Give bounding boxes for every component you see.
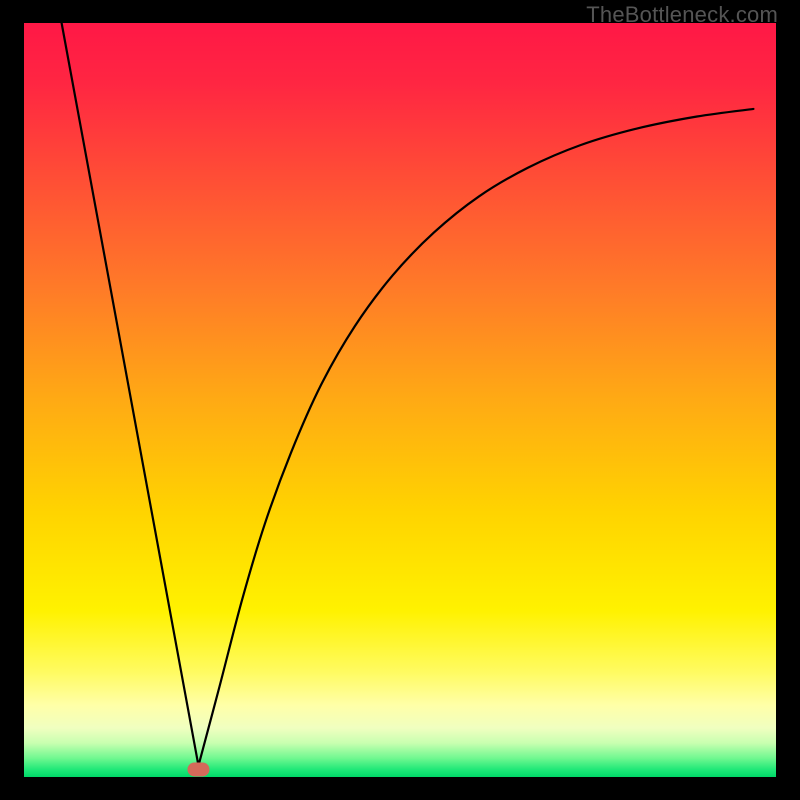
optimal-marker — [187, 762, 209, 776]
gradient-plot-area — [24, 23, 776, 777]
watermark-text: TheBottleneck.com — [586, 2, 778, 28]
bottleneck-chart — [0, 0, 800, 800]
chart-container: TheBottleneck.com — [0, 0, 800, 800]
